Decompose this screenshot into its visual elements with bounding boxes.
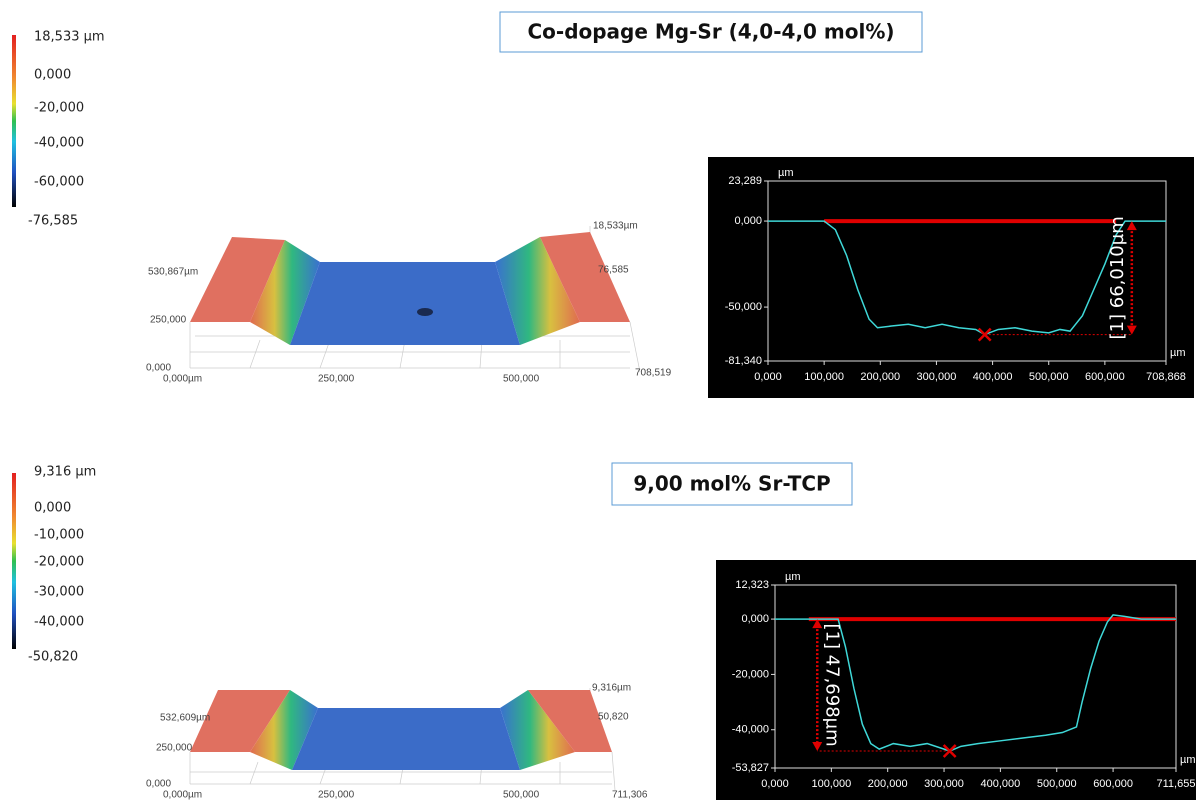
surface-label: 532,609µm — [160, 713, 210, 724]
surface-label: 0,000µm — [163, 790, 202, 800]
profile-line — [775, 614, 1176, 752]
arrow-head — [1126, 325, 1137, 335]
colorbar — [12, 35, 16, 207]
colorbar-label: -20,000 — [34, 555, 84, 570]
arrow-head — [1126, 221, 1137, 231]
y-tick-label: -20,000 — [732, 668, 769, 680]
x-tick-label: 708,868 — [1146, 371, 1186, 383]
profile-charts: 23,289 0,000 -50,000 -81,340 0,000 100,000 200… — [708, 157, 1196, 800]
surface-label: 500,000 — [503, 790, 540, 800]
x-tick-label: 711,655 — [1157, 778, 1196, 790]
surface-label: 250,000 — [318, 790, 355, 800]
x-tick-label: 400,000 — [981, 778, 1021, 790]
x-tick-label: 400,000 — [973, 371, 1013, 383]
surface-label: 0,000µm — [163, 374, 202, 385]
surface-label: 250,000 — [150, 315, 187, 326]
colorbar-label: -40,000 — [34, 615, 84, 630]
colorbar-label: -76,585 — [28, 214, 78, 229]
marker-cross — [977, 327, 992, 342]
x-tick-label: 0,000 — [761, 778, 789, 790]
surface-3d — [189, 226, 641, 373]
x-tick-label: 200,000 — [868, 778, 908, 790]
panel-title: 9,00 mol% Sr-TCP — [633, 472, 830, 496]
colorbar-label: 0,000 — [34, 501, 71, 516]
x-tick-label: 500,000 — [1037, 778, 1077, 790]
surface-3d — [189, 688, 616, 791]
profile-line — [768, 220, 1166, 336]
y-tick-label: -81,340 — [725, 355, 762, 367]
surface-label: 0,000 — [146, 363, 171, 374]
colorbar-label: -10,000 — [34, 528, 84, 543]
surface-label: 76,585 — [598, 265, 629, 276]
y-tick-label: 23,289 — [728, 175, 762, 187]
x-tick-label: 200,000 — [860, 371, 900, 383]
colorbar-label: -40,000 — [34, 136, 84, 151]
plot-frame — [774, 584, 1177, 769]
surface-label: 9,316µm — [592, 683, 631, 694]
surface-label: 250,000 — [318, 374, 355, 385]
panel-title: Co-dopage Mg-Sr (4,0-4,0 mol%) — [527, 20, 894, 44]
plot-frame — [767, 180, 1167, 362]
colorbar — [12, 473, 16, 649]
y-unit: µm — [785, 571, 801, 583]
x-tick-label: 0,000 — [754, 371, 782, 383]
title-box — [611, 462, 853, 506]
y-tick-label: -53,827 — [732, 762, 769, 774]
surface-label: 0,000 — [146, 779, 171, 790]
measurement-label: [1] 66,010µm — [1107, 216, 1128, 339]
colorbar-label: 0,000 — [34, 68, 71, 83]
surface-label: 50,820 — [598, 712, 629, 723]
y-tick-label: 0,000 — [734, 215, 762, 227]
colorbar-label: 18,533 µm — [34, 30, 105, 45]
marker-cross — [942, 744, 957, 758]
y-tick-label: 0,000 — [741, 613, 769, 625]
x-tick-label: 300,000 — [917, 371, 957, 383]
y-unit: µm — [778, 167, 794, 179]
colorbar-label: -50,820 — [28, 650, 78, 665]
measurement-label: [1] 47,698µm — [821, 623, 842, 746]
x-tick-label: 600,000 — [1085, 371, 1125, 383]
x-tick-label: 300,000 — [924, 778, 964, 790]
surface-label: 708,519 — [635, 368, 672, 379]
colorbar-label: -30,000 — [34, 585, 84, 600]
chart-background — [708, 157, 1194, 398]
y-tick-label: -50,000 — [725, 301, 762, 313]
x-unit: µm — [1170, 347, 1186, 359]
surface-label: 500,000 — [503, 374, 540, 385]
x-tick-label: 100,000 — [804, 371, 844, 383]
y-tick-label: 12,323 — [735, 579, 769, 591]
surface-label: 250,000 — [156, 743, 193, 754]
arrow-head — [812, 619, 823, 629]
surface-label: 530,867µm — [148, 267, 198, 278]
y-tick-label: -40,000 — [732, 724, 769, 736]
colorbar-label: 9,316 µm — [34, 465, 96, 480]
x-unit: µm — [1180, 754, 1196, 766]
colorbar-label: -20,000 — [34, 101, 84, 116]
x-tick-label: 100,000 — [811, 778, 851, 790]
chart-background — [716, 560, 1196, 800]
title-box — [499, 11, 923, 53]
surface-label: 711,306 — [612, 790, 648, 800]
surface-label: 18,533µm — [593, 221, 638, 232]
x-tick-label: 600,000 — [1093, 778, 1133, 790]
colorbar-label: -60,000 — [34, 175, 84, 190]
arrow-head — [812, 742, 823, 752]
x-tick-label: 500,000 — [1029, 371, 1069, 383]
